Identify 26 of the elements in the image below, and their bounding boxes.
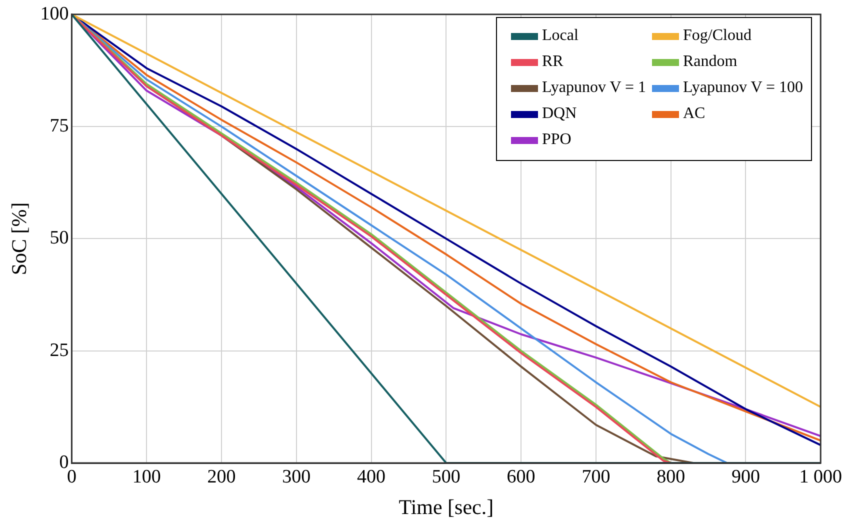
x-tick-label: 800 [656,466,686,488]
legend-label: Lyapunov V = 100 [683,79,803,97]
legend-label: Local [542,27,578,45]
x-tick-label: 700 [582,466,610,488]
y-tick-label: 50 [50,228,69,249]
legend-label: Random [683,53,738,71]
legend-label: DQN [542,105,577,123]
legend-label: RR [542,53,564,71]
y-tick-label: 100 [40,3,69,24]
x-tick-label: 200 [207,466,236,488]
legend-label: Lyapunov V = 1 [542,79,646,97]
x-tick-label: 600 [506,466,536,488]
x-axis-title: Time [sec.] [398,494,494,519]
y-tick-label: 0 [59,452,69,473]
legend-label: Fog/Cloud [683,27,752,45]
x-tick-label: 1 000 [799,466,842,488]
x-tick-label: 400 [357,466,386,488]
legend-label: AC [683,105,706,123]
y-tick-label: 25 [50,340,69,361]
x-tick-label: 500 [432,466,460,488]
y-tick-label: 75 [50,116,69,137]
y-axis-title: SoC [%] [7,202,32,276]
x-tick-label: 100 [132,466,161,488]
x-tick-label: 300 [282,466,311,488]
x-tick-label: 900 [731,466,760,488]
legend-label: PPO [542,131,572,149]
